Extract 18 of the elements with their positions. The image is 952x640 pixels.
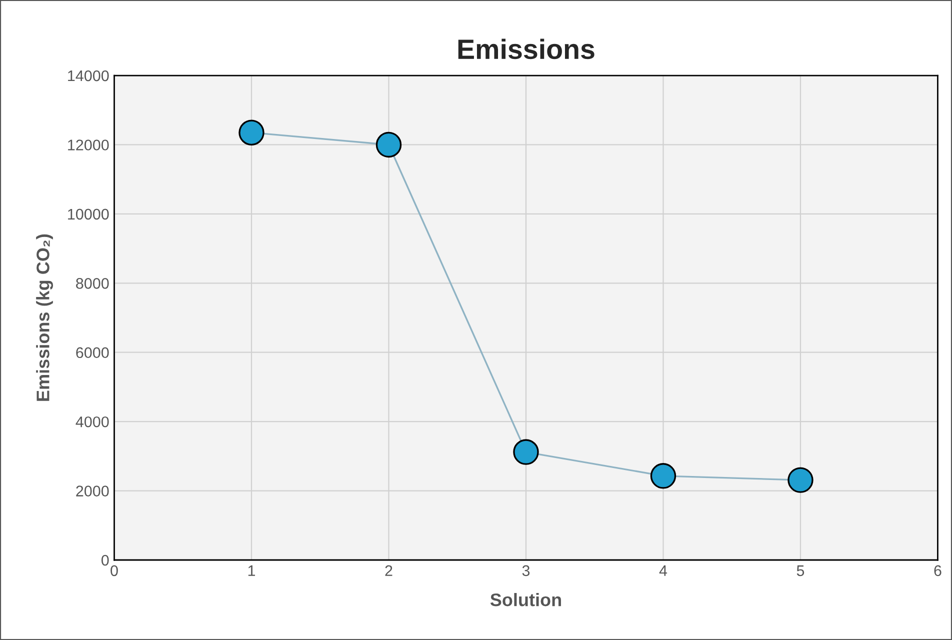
x-tick-label: 3 (522, 565, 530, 576)
y-tick-label: 2000 (76, 486, 109, 496)
y-tick-label: 12000 (68, 140, 109, 150)
y-axis-title: Emissions (kg CO₂) (36, 234, 54, 401)
x-tick-label: 6 (934, 565, 942, 576)
chart-title: Emissions (458, 38, 594, 60)
y-tick-label: 4000 (76, 416, 109, 428)
x-tick-label: 4 (659, 565, 668, 576)
y-tick-label: 0 (101, 554, 109, 566)
y-tick-label: 14000 (68, 70, 109, 82)
y-tick-label: 6000 (76, 347, 109, 358)
x-tick-label: 1 (248, 565, 255, 576)
x-tick-label: 5 (796, 565, 804, 576)
x-tick-label: 2 (385, 565, 392, 576)
x-tick-label: 0 (110, 565, 118, 576)
y-tick-label: 10000 (68, 208, 109, 220)
x-axis-title: Solution (490, 592, 561, 606)
y-tick-label: 8000 (76, 278, 109, 289)
